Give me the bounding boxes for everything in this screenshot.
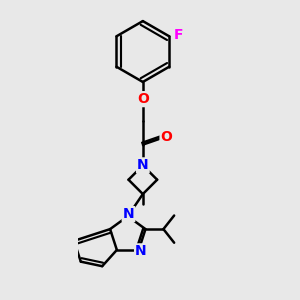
Text: O: O [137, 92, 149, 106]
Text: N: N [137, 158, 149, 172]
Text: O: O [160, 130, 172, 144]
Text: F: F [173, 28, 183, 41]
Text: N: N [123, 207, 134, 221]
Text: N: N [135, 244, 147, 258]
